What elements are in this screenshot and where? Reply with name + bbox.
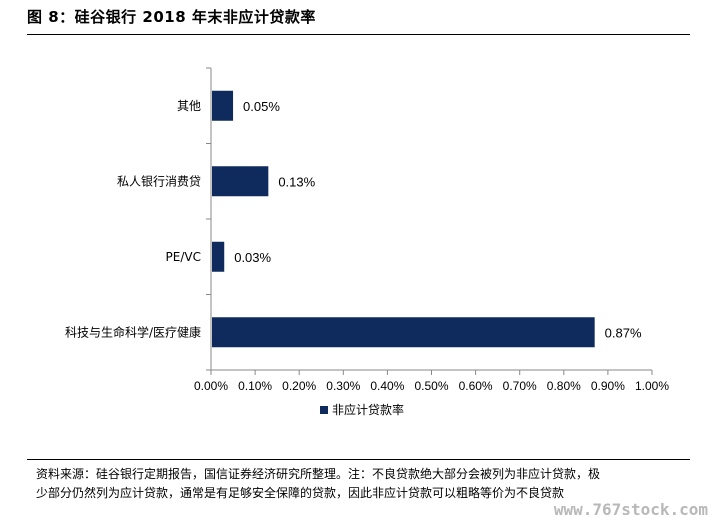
x-tick-label: 0.00% — [194, 379, 228, 393]
bar — [212, 317, 595, 348]
bar — [212, 166, 269, 197]
data-label: 0.05% — [243, 99, 280, 114]
bottom-rule — [27, 459, 690, 460]
legend-label: 非应计贷款率 — [332, 402, 404, 417]
x-tick-label: 0.90% — [591, 379, 625, 393]
x-tick-label: 0.40% — [370, 379, 404, 393]
x-tick-label: 0.20% — [282, 379, 316, 393]
x-tick-label: 0.10% — [238, 379, 272, 393]
watermark: www.767stock.com — [553, 500, 708, 519]
source-line-2: 少部分仍然列为应计贷款，通常是有足够安全保障的贷款，因此非应计贷款可以粗略等价为… — [36, 486, 565, 500]
bar — [212, 241, 225, 272]
figure-title: 图 8：硅谷银行 2018 年末非应计贷款率 — [27, 8, 316, 26]
top-rule — [27, 34, 690, 35]
x-tick-label: 0.70% — [503, 379, 537, 393]
data-label: 0.03% — [234, 250, 271, 265]
category-label: PE/VC — [166, 250, 201, 264]
data-label: 0.87% — [605, 325, 642, 340]
category-label: 科技与生命科学/医疗健康 — [65, 324, 201, 339]
x-tick-label: 0.60% — [459, 379, 493, 393]
category-label: 其他 — [177, 99, 201, 113]
bar — [212, 90, 234, 121]
legend-swatch — [320, 406, 328, 414]
x-tick-label: 0.30% — [326, 379, 360, 393]
x-tick-label: 1.00% — [635, 379, 669, 393]
category-label: 私人银行消费贷 — [117, 174, 201, 188]
source-line-1: 资料来源：硅谷银行定期报告，国信证券经济研究所整理。注：不良贷款绝大部分会被列为… — [36, 467, 601, 481]
bar-chart: 0.00% 0.10% 0.20% 0.30% 0.40% 0.50% 0.60% 0.70%… — [65, 67, 669, 417]
x-tick-label: 0.50% — [414, 379, 448, 393]
source-note: 资料来源：硅谷银行定期报告，国信证券经济研究所整理。注：不良贷款绝大部分会被列为… — [36, 465, 696, 503]
x-tick-label: 0.80% — [547, 379, 581, 393]
data-label: 0.13% — [278, 174, 315, 189]
